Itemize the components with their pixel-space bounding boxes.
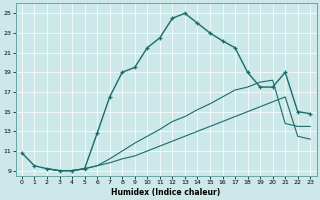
X-axis label: Humidex (Indice chaleur): Humidex (Indice chaleur) [111,188,221,197]
